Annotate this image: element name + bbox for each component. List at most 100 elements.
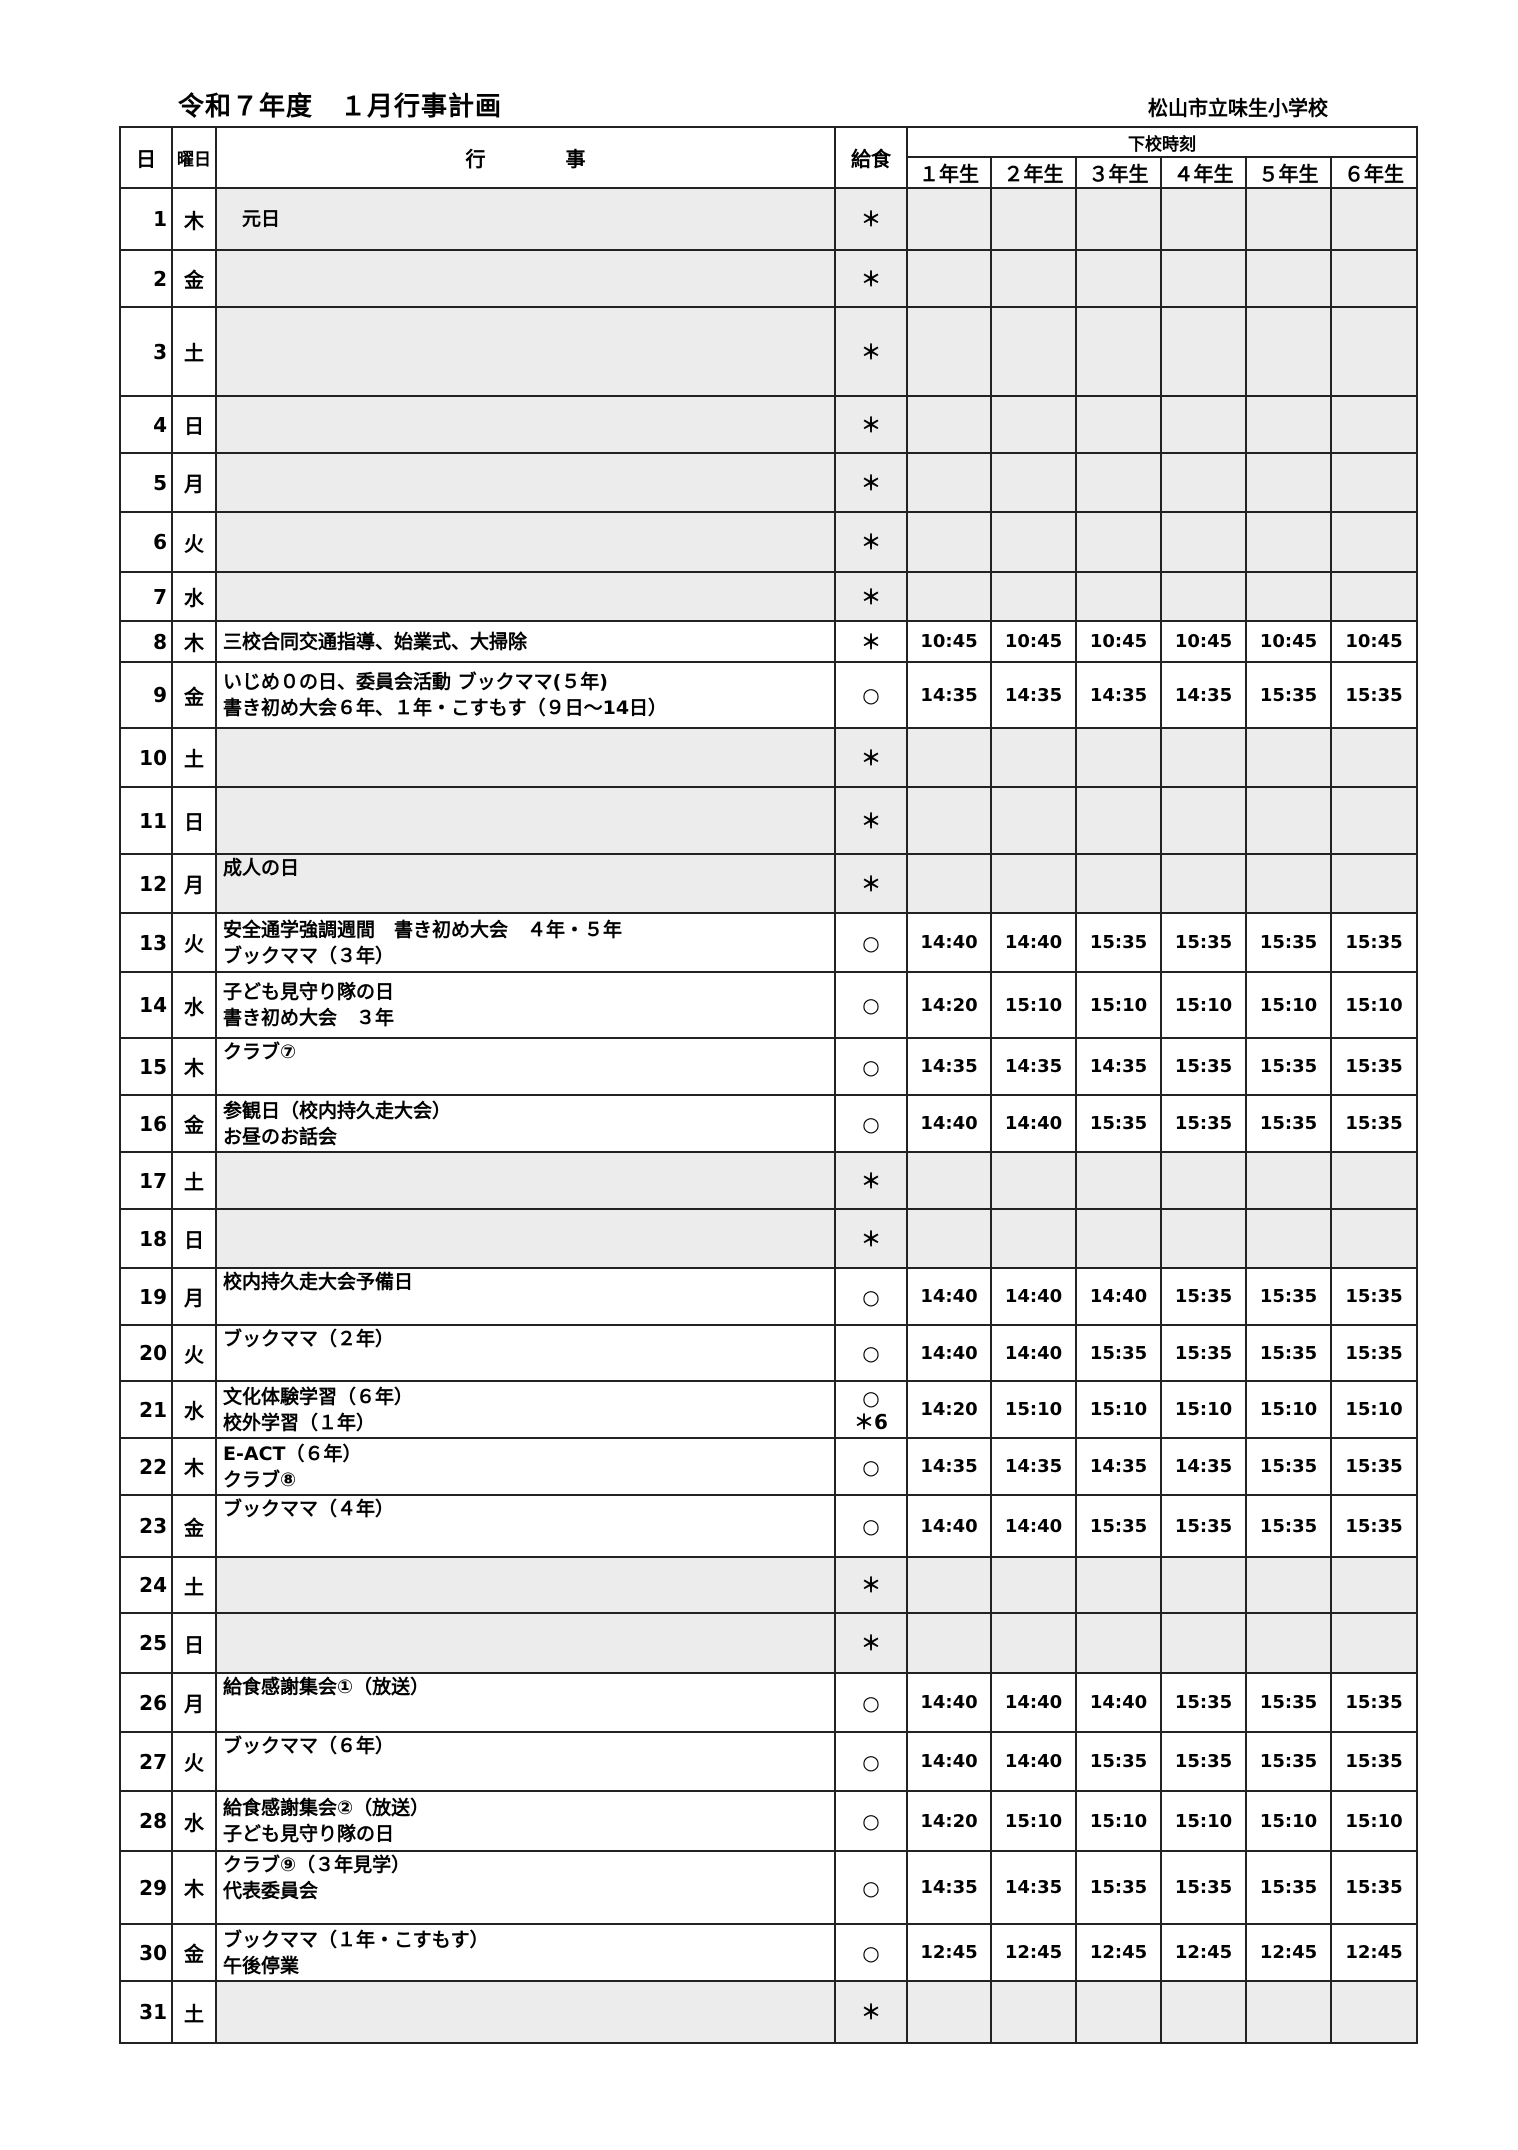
dismissal-time-grade-6: 10:45 [1329,620,1419,663]
lunch-cell: ○ [834,1494,908,1558]
dismissal-time-grade-6 [1329,395,1419,454]
dismissal-time-grade-3: 15:35 [1075,1850,1162,1925]
weekday-cell: 火 [171,1731,217,1792]
dismissal-time-grade-3: 15:10 [1075,971,1162,1039]
dismissal-time-grade-3 [1075,395,1162,454]
lunch-cell: ○ [834,1437,908,1496]
header-weekday: 曜日 [171,126,217,189]
dismissal-time-grade-1: 14:40 [906,1267,992,1326]
weekday-cell: 金 [171,249,217,308]
dismissal-time-grade-5 [1245,395,1332,454]
dismissal-time-grade-3 [1075,249,1162,308]
header-grade-4: ４年生 [1160,156,1247,189]
table-row: 9 金いじめ０の日、委員会活動 ブックママ(５年) 書き初め大会６年、１年・こすも… [119,661,1419,729]
day-cell: 25 [119,1612,173,1674]
dismissal-time-grade-4 [1160,187,1247,251]
dismissal-time-grade-1 [906,853,992,914]
dismissal-time-grade-3: 14:40 [1075,1267,1162,1326]
dismissal-time-grade-1: 14:20 [906,971,992,1039]
lunch-cell: ＊ [834,571,908,622]
table-row: 24 土 ＊ [119,1556,1419,1614]
dismissal-time-grade-3: 15:10 [1075,1790,1162,1852]
lunch-cell: ＊ [834,452,908,513]
lunch-cell: ○ [834,661,908,729]
dismissal-time-grade-6 [1329,571,1419,622]
dismissal-time-grade-4: 15:10 [1160,971,1247,1039]
day-cell: 3 [119,306,173,397]
weekday-cell: 水 [171,1790,217,1852]
dismissal-time-grade-1: 14:20 [906,1790,992,1852]
weekday-cell: 月 [171,1267,217,1326]
dismissal-time-grade-4: 15:35 [1160,1094,1247,1153]
table-row: 16 金参観日（校内持久走大会） お昼のお話会 ○ 14:40 14:40 15:35 15… [119,1094,1419,1153]
event-cell: 参観日（校内持久走大会） お昼のお話会 [215,1094,836,1153]
event-cell [215,571,836,622]
weekday-cell: 月 [171,1672,217,1733]
dismissal-time-grade-6 [1329,786,1419,855]
dismissal-time-grade-5: 15:10 [1245,1380,1332,1439]
dismissal-time-grade-5: 15:35 [1245,1850,1332,1925]
dismissal-time-grade-3 [1075,306,1162,397]
event-cell: ブックママ（１年・こすもす） 午後停業 [215,1923,836,1982]
weekday-cell: 火 [171,511,217,573]
day-cell: 2 [119,249,173,308]
dismissal-time-grade-6: 15:35 [1329,912,1419,973]
dismissal-time-grade-4: 15:35 [1160,1494,1247,1558]
dismissal-time-grade-2: 14:35 [990,1850,1077,1925]
dismissal-time-grade-1: 14:40 [906,912,992,973]
dismissal-time-grade-3: 10:45 [1075,620,1162,663]
day-cell: 26 [119,1672,173,1733]
day-cell: 29 [119,1850,173,1925]
dismissal-time-grade-1: 14:35 [906,1037,992,1096]
day-cell: 19 [119,1267,173,1326]
dismissal-time-grade-1 [906,187,992,251]
day-cell: 31 [119,1980,173,2044]
dismissal-time-grade-2: 14:35 [990,661,1077,729]
dismissal-time-grade-3 [1075,452,1162,513]
dismissal-time-grade-1 [906,1208,992,1269]
dismissal-time-grade-1: 14:35 [906,1437,992,1496]
lunch-cell: ＊ [834,1980,908,2044]
weekday-cell: 火 [171,912,217,973]
dismissal-time-grade-1 [906,306,992,397]
dismissal-time-grade-2: 14:40 [990,1094,1077,1153]
day-cell: 14 [119,971,173,1039]
dismissal-time-grade-4 [1160,511,1247,573]
table-row: 7 水 ＊ [119,571,1419,622]
dismissal-time-grade-1: 14:40 [906,1731,992,1792]
dismissal-time-grade-4: 10:45 [1160,620,1247,663]
dismissal-time-grade-6: 15:35 [1329,661,1419,729]
lunch-cell: ○ [834,1672,908,1733]
table-row: 20 火ブックママ（２年） ○ 14:40 14:40 15:35 15:35 15:35 15… [119,1324,1419,1382]
table-row: 30 金ブックママ（１年・こすもす） 午後停業 ○ 12:45 12:45 12:45 12… [119,1923,1419,1982]
event-cell: ブックママ（６年） [215,1731,836,1792]
dismissal-time-grade-3: 14:40 [1075,1672,1162,1733]
weekday-cell: 金 [171,1923,217,1982]
dismissal-time-grade-5: 15:35 [1245,1037,1332,1096]
dismissal-time-grade-6: 15:35 [1329,1850,1419,1925]
dismissal-time-grade-2 [990,1151,1077,1210]
dismissal-time-grade-1: 14:40 [906,1094,992,1153]
day-cell: 17 [119,1151,173,1210]
event-cell [215,249,836,308]
dismissal-time-grade-6 [1329,853,1419,914]
dismissal-time-grade-1: 12:45 [906,1923,992,1982]
weekday-cell: 木 [171,620,217,663]
table-row: 14 水子ども見守り隊の日 書き初め大会 ３年 ○ 14:20 15:10 15:10 15… [119,971,1419,1039]
dismissal-time-grade-4: 14:35 [1160,1437,1247,1496]
dismissal-time-grade-6: 15:10 [1329,1380,1419,1439]
dismissal-time-grade-6: 15:35 [1329,1437,1419,1496]
day-cell: 6 [119,511,173,573]
table-row: 12 月成人の日＊ [119,853,1419,914]
event-cell: 校内持久走大会予備日 [215,1267,836,1326]
day-cell: 28 [119,1790,173,1852]
table-row: 10 土 ＊ [119,727,1419,788]
lunch-cell: ＊ [834,1208,908,1269]
dismissal-time-grade-1 [906,1612,992,1674]
lunch-cell: ○ [834,1037,908,1096]
dismissal-time-grade-5 [1245,452,1332,513]
dismissal-time-grade-6 [1329,727,1419,788]
table-row: 31 土 ＊ [119,1980,1419,2044]
dismissal-time-grade-3 [1075,511,1162,573]
dismissal-time-grade-3: 14:35 [1075,1037,1162,1096]
